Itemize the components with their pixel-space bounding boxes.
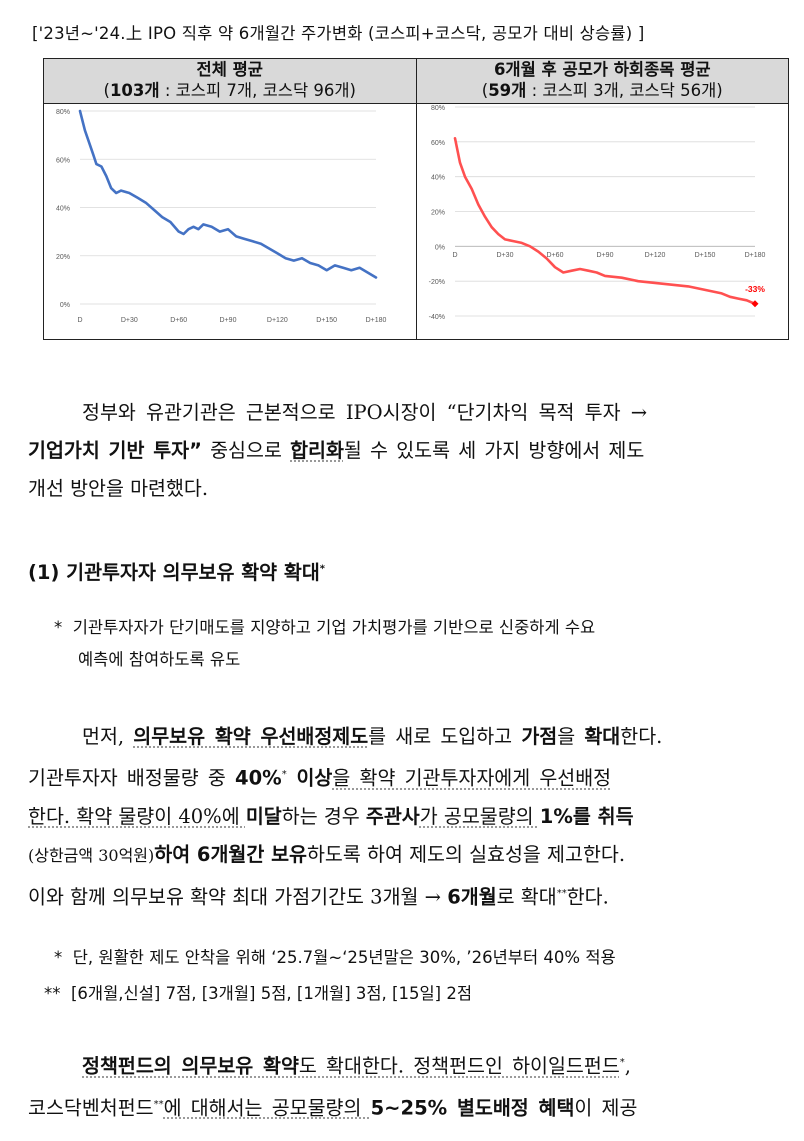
y-tick-label: 0% <box>60 302 70 309</box>
x-tick-label: D <box>452 252 457 259</box>
x-tick-label: D+180 <box>366 317 387 324</box>
paragraph-main-line2: 기관투자자 배정물량 중 40%* 이상을 확약 기관투자자에게 우선배정 <box>28 766 612 790</box>
x-tick-label: D+60 <box>170 317 187 324</box>
end-point-marker <box>751 300 758 308</box>
y-tick-label: 60% <box>430 140 444 147</box>
x-tick-label: D+150 <box>316 317 337 324</box>
end-value-label: -33% <box>745 284 765 294</box>
right-chart-title: 6개월 후 공모가 하회종목 평균 <box>493 60 711 79</box>
left-chart-subtitle: (103개 : 코스피 7개, 코스닥 96개) <box>103 81 356 100</box>
chart-caption: ['23년~'24.上 IPO 직후 약 6개월간 주가변화 (코스피+코스닥,… <box>32 24 645 43</box>
x-tick-label: D+90 <box>220 317 237 324</box>
paragraph-main-line5: 이와 함께 의무보유 확약 최대 가점기간도 3개월 → 6개월로 확대**한다… <box>28 885 609 908</box>
y-tick-label: 40% <box>430 175 444 182</box>
footnote-2: * 단, 원활한 제도 안착을 위해 ‘25.7월~‘25년말은 30%, ’2… <box>54 948 616 967</box>
x-tick-label: D+150 <box>694 252 715 259</box>
paragraph-main: 먼저, 의무보유 확약 우선배정제도를 새로 도입하고 가점을 확대한다. 기관… <box>28 718 786 916</box>
x-tick-label: D+180 <box>744 252 765 259</box>
series-line <box>453 136 756 306</box>
paragraph-policy-fund: 정책펀드의 의무보유 확약도 확대한다. 정책펀드인 하이일드펀드*, 코스닥벤… <box>28 1044 786 1127</box>
paragraph-policy-fund-line2: 코스닥벤처펀드**에 대해서는 공모물량의 5~25% 별도배정 혜택이 제공 <box>28 1096 638 1119</box>
right-chart-subtitle: (59개 : 코스피 3개, 코스닥 56개) <box>481 81 723 100</box>
y-tick-label: -20% <box>428 279 444 286</box>
x-tick-label: D+90 <box>596 252 613 259</box>
paragraph-intro: 정부와 유관기관은 근본적으로 IPO시장이 “단기차익 목적 투자 → 기업가… <box>28 394 786 508</box>
y-tick-label: 80% <box>56 109 70 116</box>
paragraph-policy-fund-line1: 정책펀드의 의무보유 확약도 확대한다. 정책펀드인 하이일드펀드*, <box>82 1054 631 1078</box>
left-chart-title: 전체 평균 <box>196 60 263 79</box>
left-chart-header: 전체 평균 (103개 : 코스피 7개, 코스닥 96개) <box>43 58 417 104</box>
series-line <box>78 109 378 279</box>
footnote-3: ** [6개월,신설] 7점, [3개월] 5점, [1개월] 3점, [15일… <box>44 984 473 1003</box>
paragraph-intro-line3: 개선 방안을 마련했다. <box>28 477 209 500</box>
below-offer-average-line-chart: 80% 60% 40% 20% 0% -20% -40% D D+30 D+60 D+90 D+120… <box>428 105 765 321</box>
x-tick-label: D <box>77 317 82 324</box>
y-tick-label: 20% <box>430 210 444 217</box>
paragraph-intro-line2: 기업가치 기반 투자” 중심으로 합리화될 수 있도록 세 가지 방향에서 제도 <box>28 439 645 462</box>
footnote-1: * 기관투자자가 단기매도를 지양하고 기업 가치평가를 기반으로 신중하게 수… <box>54 618 596 669</box>
paragraph-main-line3: 한다. 확약 물량이 40%에 미달하는 경우 주관사가 공모물량의 1%를 취… <box>28 804 634 828</box>
overall-average-line-chart: 80% 60% 40% 20% 0% D D+30 D+60 D+90 D+120 D+150 D+1… <box>56 109 387 324</box>
x-tick-label: D+30 <box>121 317 138 324</box>
x-tick-label: D+120 <box>644 252 665 259</box>
y-tick-label: 60% <box>56 157 70 164</box>
x-tick-label: D+120 <box>267 317 288 324</box>
y-tick-label: 20% <box>56 254 70 261</box>
right-chart-header: 6개월 후 공모가 하회종목 평균 (59개 : 코스피 3개, 코스닥 56개… <box>415 58 789 104</box>
y-tick-label: 40% <box>56 206 70 213</box>
y-tick-label: 80% <box>430 105 444 112</box>
chart-table: 전체 평균 (103개 : 코스피 7개, 코스닥 96개) 6개월 후 공모가… <box>43 58 789 340</box>
x-tick-label: D+30 <box>496 252 513 259</box>
section-heading: (1) 기관투자자 의무보유 확약 확대* <box>28 561 326 584</box>
paragraph-intro-line1: 정부와 유관기관은 근본적으로 IPO시장이 “단기차익 목적 투자 → <box>82 401 648 424</box>
paragraph-main-line1: 먼저, 의무보유 확약 우선배정제도를 새로 도입하고 가점을 확대한다. <box>82 725 663 748</box>
y-tick-label: 0% <box>434 244 444 251</box>
y-tick-label: -40% <box>428 314 444 321</box>
paragraph-main-line4: (상한금액 30억원)하여 6개월간 보유하도록 하여 제도의 실효성을 제고한… <box>28 842 626 866</box>
x-tick-label: D+60 <box>546 252 563 259</box>
